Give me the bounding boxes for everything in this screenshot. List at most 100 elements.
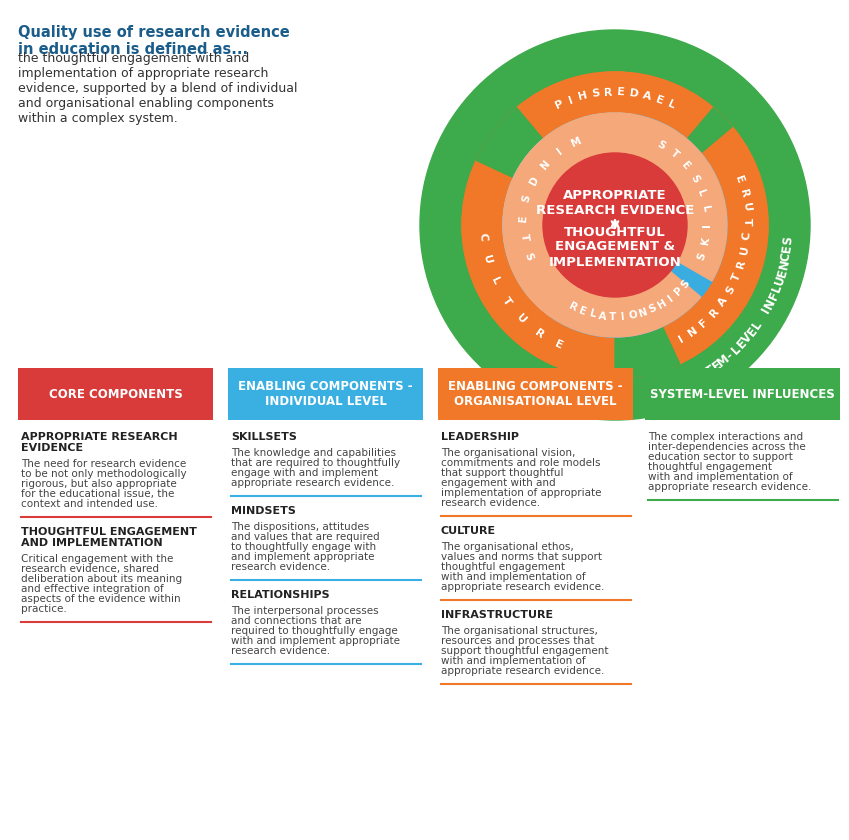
Text: practice.: practice. xyxy=(21,604,67,614)
Text: education sector to support: education sector to support xyxy=(648,452,793,462)
Text: and effective integration of: and effective integration of xyxy=(21,584,164,594)
Text: the thoughtful engagement with and
implementation of appropriate research
eviden: the thoughtful engagement with and imple… xyxy=(18,52,297,125)
Text: commitments and role models: commitments and role models xyxy=(441,458,600,468)
Text: N: N xyxy=(538,159,552,171)
Text: and values that are required: and values that are required xyxy=(231,532,380,542)
Text: E: E xyxy=(654,94,665,106)
Bar xyxy=(18,368,213,420)
Text: values and norms that support: values and norms that support xyxy=(441,552,602,562)
Text: A: A xyxy=(641,91,652,102)
Text: F: F xyxy=(767,290,781,302)
Text: T: T xyxy=(668,149,680,160)
Text: L: L xyxy=(489,276,501,286)
Text: R: R xyxy=(738,188,750,198)
Text: thoughtful engagement: thoughtful engagement xyxy=(648,462,772,472)
Wedge shape xyxy=(529,271,574,317)
Text: The interpersonal processes: The interpersonal processes xyxy=(231,606,379,616)
Text: S: S xyxy=(648,302,658,315)
Text: N: N xyxy=(777,259,792,271)
Text: Quality use of research evidence
in education is defined as...: Quality use of research evidence in educ… xyxy=(18,25,290,57)
Text: S: S xyxy=(695,251,707,262)
Text: R: R xyxy=(736,258,748,269)
Text: S: S xyxy=(781,235,796,245)
Text: CULTURE: CULTURE xyxy=(441,526,496,536)
Text: and connections that are: and connections that are xyxy=(231,616,362,626)
Text: resources and processes that: resources and processes that xyxy=(441,636,594,646)
Text: T: T xyxy=(742,218,752,225)
Text: U: U xyxy=(514,312,528,325)
Text: for the educational issue, the: for the educational issue, the xyxy=(21,489,174,499)
Text: R: R xyxy=(707,307,721,319)
Wedge shape xyxy=(627,115,727,297)
Text: with and implement appropriate: with and implement appropriate xyxy=(231,636,400,646)
Text: research evidence, shared: research evidence, shared xyxy=(21,564,159,574)
Text: A: A xyxy=(598,311,607,322)
Text: ENABLING COMPONENTS -
ORGANISATIONAL LEVEL: ENABLING COMPONENTS - ORGANISATIONAL LEV… xyxy=(448,380,623,408)
Text: P: P xyxy=(554,98,565,111)
Text: D: D xyxy=(629,88,639,99)
Text: M: M xyxy=(570,135,583,149)
Text: C: C xyxy=(779,251,793,262)
Text: S: S xyxy=(655,139,666,151)
Text: The organisational structures,: The organisational structures, xyxy=(441,626,598,636)
Text: L: L xyxy=(666,99,677,111)
Text: L: L xyxy=(770,282,784,294)
Text: RELATIONSHIPS: RELATIONSHIPS xyxy=(231,590,329,600)
Text: SKILLSETS: SKILLSETS xyxy=(231,432,297,442)
Text: support thoughtful engagement: support thoughtful engagement xyxy=(441,646,609,656)
Wedge shape xyxy=(662,108,768,364)
Text: R: R xyxy=(604,87,613,97)
Text: L: L xyxy=(728,343,743,357)
Text: T: T xyxy=(609,312,616,322)
Text: APPROPRIATE RESEARCH: APPROPRIATE RESEARCH xyxy=(21,432,177,442)
Text: E: E xyxy=(775,267,790,278)
Bar xyxy=(228,368,423,420)
Text: engagement with and: engagement with and xyxy=(441,478,555,488)
Text: K: K xyxy=(700,236,711,246)
Text: U: U xyxy=(773,274,788,287)
Text: U: U xyxy=(740,202,752,213)
Text: T: T xyxy=(519,234,529,242)
Text: SYSTEM-LEVEL INFLUENCES: SYSTEM-LEVEL INFLUENCES xyxy=(650,387,835,401)
Text: appropriate research evidence.: appropriate research evidence. xyxy=(441,666,604,676)
Text: engage with and implement: engage with and implement xyxy=(231,468,378,478)
Text: to thoughtfully engage with: to thoughtfully engage with xyxy=(231,542,376,552)
Text: research evidence.: research evidence. xyxy=(231,562,330,572)
Text: T: T xyxy=(500,295,513,307)
Text: LEADERSHIP: LEADERSHIP xyxy=(441,432,519,442)
Text: L: L xyxy=(588,308,597,320)
Text: aspects of the evidence within: aspects of the evidence within xyxy=(21,594,181,604)
Text: S: S xyxy=(523,251,535,262)
Text: APPROPRIATE
RESEARCH EVIDENCE: APPROPRIATE RESEARCH EVIDENCE xyxy=(536,189,694,217)
Text: deliberation about its meaning: deliberation about its meaning xyxy=(21,574,183,584)
Text: O: O xyxy=(628,309,638,321)
Text: E: E xyxy=(617,87,626,97)
Text: L: L xyxy=(750,318,765,332)
Text: that are required to thoughtfully: that are required to thoughtfully xyxy=(231,458,400,468)
Text: -: - xyxy=(724,349,736,362)
Text: E: E xyxy=(734,175,745,185)
Text: and implement appropriate: and implement appropriate xyxy=(231,552,374,562)
Text: research evidence.: research evidence. xyxy=(441,498,540,508)
Text: to be not only methodologically: to be not only methodologically xyxy=(21,469,187,479)
Text: implementation of appropriate: implementation of appropriate xyxy=(441,488,601,498)
Text: INFRASTRUCTURE: INFRASTRUCTURE xyxy=(441,610,554,620)
Circle shape xyxy=(503,113,727,337)
Text: L: L xyxy=(695,189,707,198)
Text: P: P xyxy=(672,286,684,298)
Text: U: U xyxy=(739,244,751,255)
Text: S: S xyxy=(521,194,532,204)
Text: rigorous, but also appropriate: rigorous, but also appropriate xyxy=(21,479,177,489)
Text: S: S xyxy=(689,173,701,185)
Text: AND IMPLEMENTATION: AND IMPLEMENTATION xyxy=(21,538,163,548)
Text: E: E xyxy=(780,244,795,253)
Text: The knowledge and capabilities: The knowledge and capabilities xyxy=(231,448,396,458)
Text: N: N xyxy=(687,325,700,339)
Text: S: S xyxy=(696,367,710,383)
Text: S: S xyxy=(724,284,737,296)
Text: D: D xyxy=(528,175,541,187)
Text: I: I xyxy=(621,312,626,322)
Text: N: N xyxy=(762,297,779,311)
Wedge shape xyxy=(687,108,732,153)
Wedge shape xyxy=(678,225,727,281)
